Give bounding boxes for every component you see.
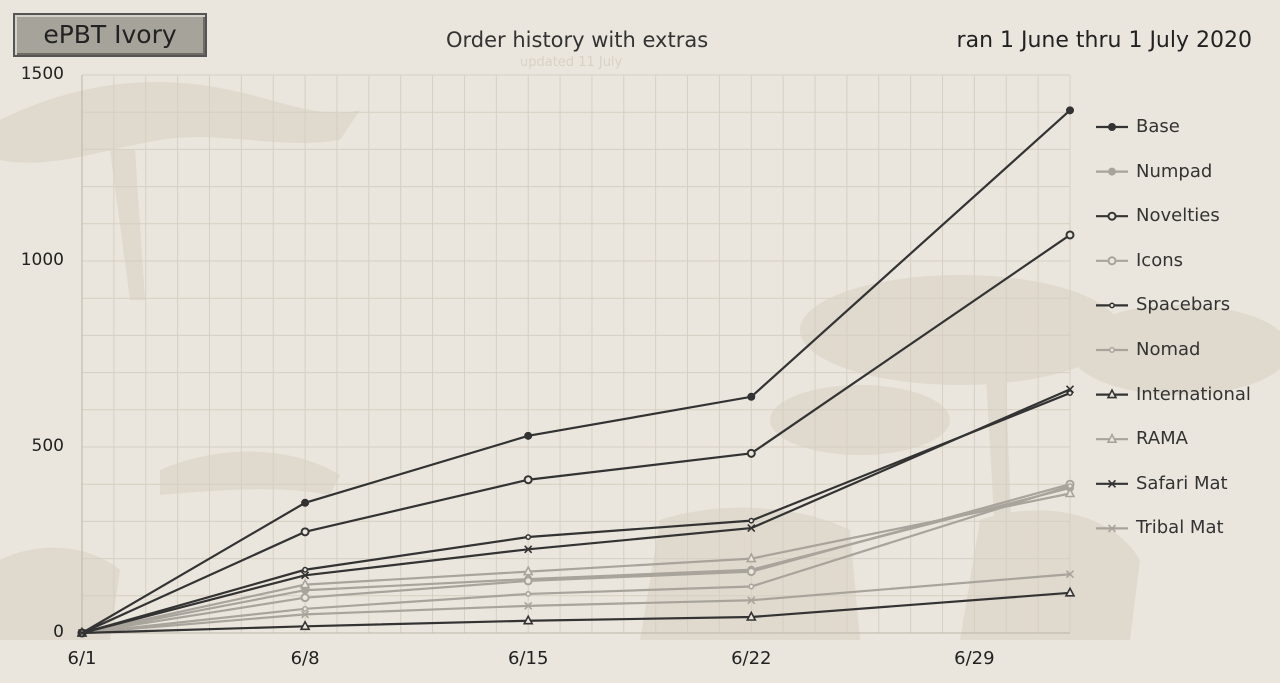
data-point [1065,385,1075,394]
background-savanna-scene [0,81,1280,640]
y-tick-label: 1500 [20,64,64,84]
legend-label: Safari Mat [1136,472,1228,494]
data-point [1064,586,1076,597]
data-point [745,552,757,563]
x-tick-label: 6/29 [954,648,995,669]
legend-label: Tribal Mat [1136,517,1224,539]
series-line [81,492,1071,635]
legend-item [1096,524,1128,533]
legend-marker [1106,433,1118,444]
data-point [745,610,757,621]
chart-subtitle: updated 11 July [520,55,623,70]
legend-item [1096,302,1128,309]
data-point [522,565,534,576]
series-line [81,591,1071,635]
data-point [524,545,533,554]
data-point [522,614,534,625]
legend-item [1096,479,1128,488]
legend-label: Icons [1136,249,1184,271]
data-point [299,620,311,631]
data-point [525,590,532,597]
legend-marker [1107,524,1117,533]
chart-axes [81,75,1070,634]
data-point [747,596,756,605]
x-tick-label: 6/22 [731,648,772,669]
data-point [523,576,533,586]
data-point [748,583,755,590]
legend-marker [1107,256,1117,266]
legend-label: Spacebars [1136,294,1231,316]
data-point [300,593,310,603]
legend-marker [1107,211,1117,221]
data-point [302,605,309,612]
legend-label: Base [1136,116,1180,137]
legend-label: Novelties [1136,205,1220,227]
data-point [524,431,533,440]
legend-item [1096,211,1128,221]
data-point [525,534,532,540]
legend-item [1096,167,1128,176]
y-tick-label: 0 [53,622,64,642]
series-rama [76,487,1076,637]
legend-marker [1109,347,1115,353]
legend-label: Nomad [1136,339,1201,360]
data-point [1067,390,1073,397]
series-line [81,485,1071,635]
x-tick-label: 6/15 [507,648,549,669]
chart-series [76,106,1076,638]
legend-item [1096,256,1128,266]
chart-title: Order history with extras [446,28,709,52]
brand-badge: ePBT Ivory [13,13,207,57]
legend-item [1096,347,1128,353]
data-point [747,392,756,401]
legend-marker [1106,388,1118,399]
data-point [524,601,533,610]
data-point [746,448,756,458]
legend-marker [1109,302,1115,309]
data-point [301,610,310,619]
chart-legend [1096,123,1128,533]
series-nomad [79,483,1073,636]
legend-marker [1107,479,1117,488]
legend-label: RAMA [1136,428,1188,450]
data-point [747,524,756,533]
legend-item [1096,433,1128,444]
legend-label: Numpad [1136,160,1213,182]
legend-label: International [1136,383,1251,405]
series-numpad [78,483,1074,637]
data-point [523,475,533,485]
data-point [746,567,756,577]
data-point [77,628,87,638]
y-tick-label: 1000 [20,250,64,270]
legend-marker [1108,167,1116,176]
data-point [1066,106,1074,115]
data-point [302,566,309,573]
legend-item [1096,388,1128,399]
x-tick-label: 6/8 [290,648,320,669]
data-point [1065,230,1075,240]
data-point [1065,570,1075,579]
data-point [299,578,311,589]
data-point [300,527,310,537]
date-range: ran 1 June thru 1 July 2020 [956,28,1252,53]
data-point [301,571,310,580]
legend-item [1096,123,1128,131]
data-point [301,498,310,507]
series-spacebars [79,390,1073,636]
series-line [81,486,1071,635]
x-tick-label: 6/1 [67,648,97,669]
data-point [1064,487,1076,498]
series-safari-mat [77,385,1075,638]
chart-grid [81,74,1071,634]
y-tick-label: 500 [31,436,64,456]
legend-marker [1108,123,1116,131]
data-point [748,517,755,524]
